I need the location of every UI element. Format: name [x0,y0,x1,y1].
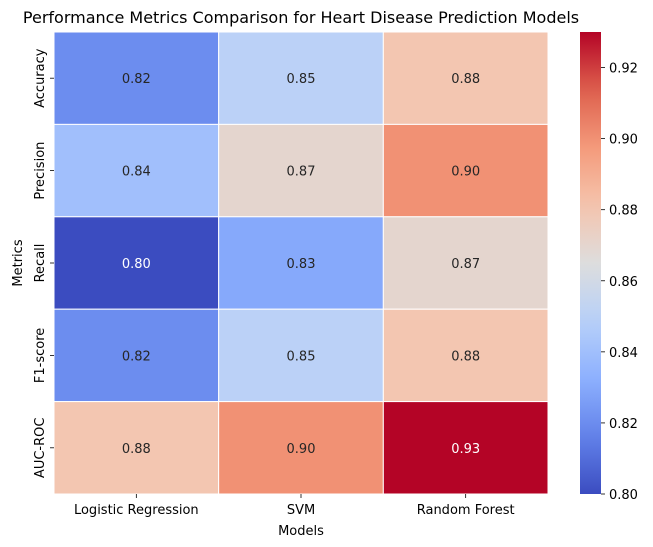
colorbar-tick-label: 0.90 [609,133,638,148]
heatmap-cell-label-0-1: 0.85 [287,72,316,87]
colorbar: 0.80 0.82 0.84 0.86 0.88 0.90 0.92 [580,32,638,503]
heatmap-cell-label-3-1: 0.85 [287,349,316,364]
x-tick-label: Logistic Regression [74,503,199,518]
chart-title: Performance Metrics Comparison for Heart… [23,8,579,27]
heatmap-cell-label-4-0: 0.88 [122,442,151,457]
y-axis-ticks: Accuracy Precision Recall F1-score AUC-ROC [33,48,54,478]
colorbar-gradient [580,32,601,494]
y-tick-label: Precision [33,142,48,200]
heatmap-cell-label-2-2: 0.87 [451,257,480,272]
colorbar-tick-label: 0.80 [609,488,638,503]
x-axis-ticks: Logistic Regression SVM Random Forest [74,494,515,518]
heatmap-cell-label-1-0: 0.84 [122,165,151,180]
heatmap-cell-label-2-0: 0.80 [122,257,151,272]
y-axis-label: Metrics [11,239,26,286]
y-tick-label: AUC-ROC [33,418,48,479]
heatmap-cell-label-1-1: 0.87 [287,165,316,180]
heatmap-cell-label-3-2: 0.88 [451,349,480,364]
heatmap-cell-label-0-0: 0.82 [122,72,151,87]
heatmap-cell-label-4-1: 0.90 [287,442,316,457]
heatmap-cell-label-0-2: 0.88 [451,72,480,87]
x-tick-label: Random Forest [417,503,515,518]
colorbar-tick-label: 0.84 [609,346,638,361]
colorbar-tick-label: 0.88 [609,204,638,219]
heatmap-cell-label-1-2: 0.90 [451,165,480,180]
colorbar-tick-label: 0.92 [609,62,638,77]
heatmap-cell-label-4-2: 0.93 [451,442,480,457]
heatmap-cell-label-3-0: 0.82 [122,349,151,364]
x-axis-label: Models [278,524,324,539]
colorbar-tick-label: 0.82 [609,417,638,432]
y-tick-label: Accuracy [33,48,48,108]
y-tick-label: Recall [33,244,48,283]
heatmap-cell-label-2-1: 0.83 [287,257,316,272]
y-tick-label: F1-score [33,328,48,383]
colorbar-tick-label: 0.86 [609,275,638,290]
x-tick-label: SVM [287,503,315,518]
